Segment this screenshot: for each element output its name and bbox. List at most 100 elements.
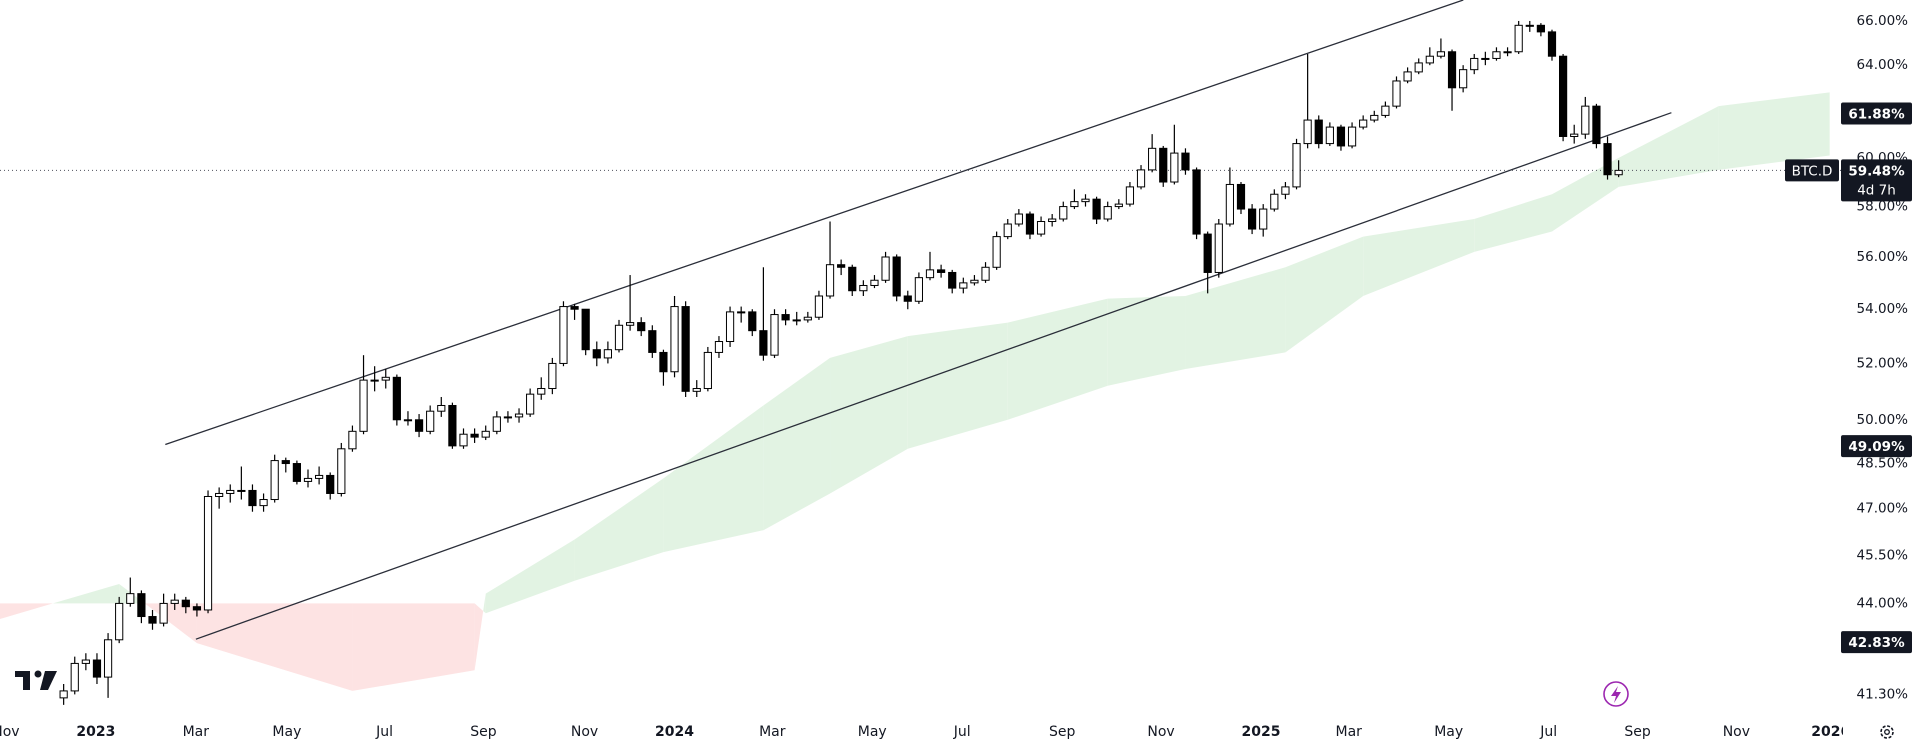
candle-body <box>1270 193 1279 210</box>
candle-body <box>659 351 668 373</box>
price-badge <box>1841 631 1912 654</box>
candle-body <box>292 463 301 482</box>
x-tick-label: Nov <box>571 724 598 740</box>
x-tick-label: 2026 <box>1811 724 1850 740</box>
price-badges: 61.88% 49.09% 42.83% BTC.D 59.48% 4d 7h <box>1785 102 1912 654</box>
candle-body <box>470 433 479 438</box>
candle-body <box>1048 218 1057 223</box>
candle-body <box>1092 198 1101 220</box>
candle-body <box>1292 143 1301 188</box>
candle-body <box>825 264 835 297</box>
candle-body <box>448 404 457 447</box>
candle-body <box>215 492 224 497</box>
candle-body <box>870 279 879 286</box>
candle-body <box>770 314 779 356</box>
candle-body <box>159 602 168 624</box>
candle-body <box>103 639 113 678</box>
candle-body <box>803 316 812 321</box>
candle-body <box>1170 152 1179 183</box>
candle-body <box>1436 51 1446 57</box>
candle-body <box>1236 183 1246 210</box>
y-tick-label: 52.00% <box>1857 355 1909 371</box>
x-tick-label: 2023 <box>76 724 115 740</box>
candle-body <box>1603 143 1612 176</box>
x-tick-label: Mar <box>1336 724 1363 740</box>
candle-body <box>970 279 979 284</box>
candle-body <box>1503 51 1512 54</box>
candle-body <box>1547 31 1557 57</box>
cloud-segment <box>352 603 475 691</box>
symbol-badge <box>1785 159 1839 182</box>
candle-body <box>570 306 579 310</box>
candle-body <box>892 256 901 297</box>
settings-button[interactable] <box>1880 725 1894 739</box>
candle-body <box>614 324 624 351</box>
gear-outer[interactable] <box>1880 725 1894 739</box>
cloud-segment <box>1007 298 1108 420</box>
candle-body <box>81 659 90 664</box>
lightning-button[interactable] <box>1603 681 1629 707</box>
x-tick-label: Jul <box>375 724 393 740</box>
candle-body <box>1248 208 1257 230</box>
candle-body <box>337 448 346 494</box>
x-tick-label: May <box>1434 724 1463 740</box>
x-tick-label: Nov <box>1723 724 1750 740</box>
candle-body <box>637 322 646 332</box>
candle-body <box>1392 80 1401 107</box>
logo-part <box>34 670 42 678</box>
candle-body <box>503 416 513 419</box>
candle-body <box>426 410 435 432</box>
cloud-segment <box>0 603 53 619</box>
candle-body <box>759 330 768 356</box>
candle-body <box>1136 169 1146 188</box>
candle-body <box>670 306 679 373</box>
candle-body <box>281 460 290 465</box>
y-tick-label: 47.00% <box>1857 501 1909 517</box>
channel <box>165 0 1672 640</box>
y-tick-label: 44.00% <box>1857 595 1909 611</box>
candle-body <box>1314 119 1323 145</box>
candle-body <box>181 599 190 608</box>
candle-body <box>737 311 746 314</box>
candle-body <box>326 474 335 494</box>
candle-body <box>1459 69 1468 89</box>
candle-body <box>1447 51 1457 89</box>
candle-body <box>1359 119 1368 128</box>
candle-body <box>792 319 801 322</box>
y-tick-label: 66.00% <box>1857 13 1909 29</box>
candle-body <box>1470 57 1479 71</box>
x-tick-label: Jul <box>1539 724 1557 740</box>
candle-body <box>848 266 857 292</box>
candle-body <box>1570 133 1579 137</box>
candle-body <box>259 499 268 507</box>
price-badge-label: 61.88% <box>1848 107 1905 123</box>
cloud-segment <box>663 405 764 553</box>
candle-body <box>1159 147 1168 183</box>
cloud-segment <box>763 357 831 531</box>
candle-body <box>881 256 890 281</box>
candle-body <box>459 433 468 447</box>
tradingview-logo <box>15 670 57 690</box>
candle-body <box>237 489 246 492</box>
candle-body <box>437 404 446 412</box>
candle-body <box>115 602 124 641</box>
candle-body <box>681 306 690 392</box>
candle-body <box>414 419 424 432</box>
cloud-segment <box>144 603 197 644</box>
candle-body <box>1581 105 1590 135</box>
candle-body <box>1381 105 1390 116</box>
lightning-bolt[interactable] <box>1611 686 1621 703</box>
gear-inner[interactable] <box>1884 729 1890 735</box>
candle-body <box>1525 24 1534 27</box>
candle-body <box>392 376 401 421</box>
candle-body <box>137 593 146 618</box>
candle-body <box>1059 206 1068 220</box>
cloud-segment <box>1107 295 1186 386</box>
cloud-segment <box>907 322 1008 449</box>
candle-body <box>59 690 68 699</box>
candle-body <box>1181 152 1190 171</box>
candle-body <box>1003 223 1012 238</box>
logo-part <box>23 671 30 690</box>
candle-body <box>492 416 501 432</box>
